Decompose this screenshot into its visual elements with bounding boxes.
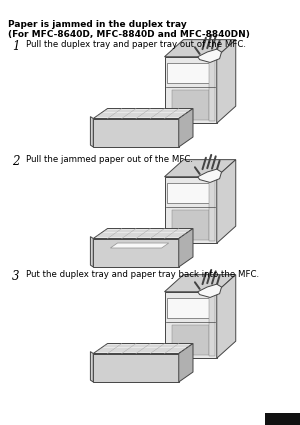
Polygon shape bbox=[90, 237, 93, 267]
Bar bbox=[172, 325, 209, 355]
Bar bbox=[209, 178, 215, 241]
Polygon shape bbox=[90, 116, 93, 147]
Polygon shape bbox=[164, 292, 217, 358]
Polygon shape bbox=[179, 229, 193, 267]
Polygon shape bbox=[217, 40, 236, 123]
Bar bbox=[265, 413, 300, 425]
Polygon shape bbox=[110, 243, 169, 248]
Polygon shape bbox=[217, 160, 236, 243]
Text: 1: 1 bbox=[12, 40, 20, 53]
Polygon shape bbox=[93, 343, 193, 354]
Polygon shape bbox=[164, 57, 217, 123]
Text: Pull the jammed paper out of the MFC.: Pull the jammed paper out of the MFC. bbox=[26, 155, 193, 164]
Polygon shape bbox=[93, 119, 179, 147]
Polygon shape bbox=[179, 343, 193, 382]
Bar bbox=[167, 63, 214, 83]
Polygon shape bbox=[93, 229, 193, 238]
Polygon shape bbox=[198, 169, 221, 182]
Text: Pull the duplex tray and paper tray out of the MFC.: Pull the duplex tray and paper tray out … bbox=[26, 40, 246, 49]
Polygon shape bbox=[217, 275, 236, 358]
Text: 3: 3 bbox=[12, 270, 20, 283]
Text: Paper is jammed in the duplex tray: Paper is jammed in the duplex tray bbox=[8, 20, 187, 29]
Polygon shape bbox=[93, 354, 179, 382]
Polygon shape bbox=[93, 108, 193, 119]
Bar bbox=[209, 294, 215, 356]
Bar bbox=[167, 184, 214, 203]
Polygon shape bbox=[198, 49, 221, 62]
Polygon shape bbox=[93, 238, 179, 267]
Polygon shape bbox=[90, 351, 93, 382]
Polygon shape bbox=[164, 40, 236, 57]
Bar bbox=[209, 59, 215, 122]
Polygon shape bbox=[179, 108, 193, 147]
Text: Put the duplex tray and paper tray back into the MFC.: Put the duplex tray and paper tray back … bbox=[26, 270, 259, 279]
Polygon shape bbox=[198, 284, 221, 297]
Text: 2: 2 bbox=[12, 155, 20, 168]
Bar bbox=[167, 298, 214, 318]
Text: (For MFC-8640D, MFC-8840D and MFC-8840DN): (For MFC-8640D, MFC-8840D and MFC-8840DN… bbox=[8, 30, 250, 39]
Bar bbox=[172, 210, 209, 240]
Bar bbox=[172, 90, 209, 120]
Polygon shape bbox=[164, 177, 217, 243]
Polygon shape bbox=[164, 160, 236, 177]
Polygon shape bbox=[164, 275, 236, 292]
